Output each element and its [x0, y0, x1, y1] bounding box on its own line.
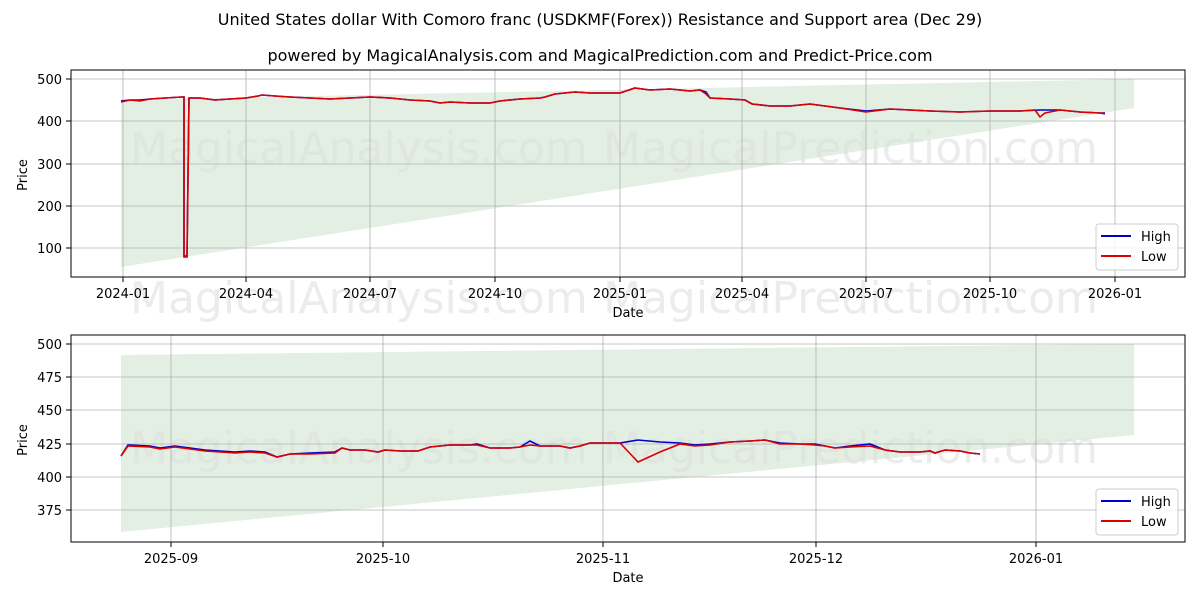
top-xtick: 2025-04	[715, 287, 769, 302]
legend-low: Low	[1141, 515, 1167, 530]
bottom-xtick: 2025-12	[789, 552, 843, 567]
bottom-axes-frame	[70, 334, 1186, 543]
top-ytick-100: 100	[37, 242, 62, 257]
top-xtick: 2026-01	[1088, 287, 1142, 302]
bottom-ytick-400: 400	[37, 471, 62, 486]
top-xtick: 2024-07	[343, 287, 397, 302]
bottom-ytick-475: 475	[37, 371, 62, 386]
top-ytick-300: 300	[37, 158, 62, 173]
top-ytick-400: 400	[37, 115, 62, 130]
legend-low: Low	[1141, 250, 1167, 265]
watermark-prediction-3: MagicalPrediction.com	[603, 423, 1098, 474]
bottom-y-axis-label: Price	[16, 424, 31, 456]
top-xtick: 2024-01	[96, 287, 150, 302]
top-y-ticks: 500 400 300 200 100	[37, 73, 71, 257]
top-xtick: 2024-04	[219, 287, 273, 302]
bottom-xtick: 2025-10	[356, 552, 410, 567]
top-grid	[71, 70, 1185, 277]
bottom-xtick: 2026-01	[1009, 552, 1063, 567]
bottom-xtick: 2025-09	[144, 552, 198, 567]
top-x-ticks: 2024-01 2024-04 2024-07 2024-10 2025-01 …	[96, 277, 1142, 302]
legend-high: High	[1141, 495, 1171, 510]
bottom-ytick-500: 500	[37, 338, 62, 353]
top-chart: MagicalAnalysis.com MagicalPrediction.co…	[16, 69, 1186, 324]
top-support-resistance-band	[121, 79, 1134, 267]
top-xtick: 2025-01	[593, 287, 647, 302]
bottom-support-resistance-band	[121, 344, 1134, 532]
bottom-xtick: 2025-11	[576, 552, 630, 567]
top-xtick: 2025-10	[963, 287, 1017, 302]
bottom-ytick-450: 450	[37, 404, 62, 419]
bottom-grid	[71, 335, 1185, 542]
chart-title: United States dollar With Comoro franc (…	[217, 10, 983, 29]
watermark-analysis-2: MagicalAnalysis.com	[130, 273, 588, 324]
bottom-x-ticks: 2025-09 2025-10 2025-11 2025-12 2026-01	[144, 542, 1063, 567]
watermark-prediction: MagicalPrediction.com	[603, 123, 1098, 174]
top-xtick: 2024-10	[468, 287, 522, 302]
watermark-analysis: MagicalAnalysis.com	[130, 123, 588, 174]
legend-high: High	[1141, 230, 1171, 245]
top-ytick-500: 500	[37, 73, 62, 88]
top-axes-frame	[70, 69, 1186, 278]
top-ytick-200: 200	[37, 200, 62, 215]
bottom-legend: High Low	[1095, 488, 1179, 536]
top-low-line	[120, 87, 1106, 258]
bottom-ytick-375: 375	[37, 504, 62, 519]
bottom-x-axis-label: Date	[612, 571, 643, 586]
top-legend: High Low	[1095, 223, 1179, 271]
top-x-axis-label: Date	[612, 306, 643, 321]
watermark-prediction-2: MagicalPrediction.com	[603, 273, 1098, 324]
chart-subtitle: powered by MagicalAnalysis.com and Magic…	[267, 46, 933, 65]
bottom-ytick-425: 425	[37, 438, 62, 453]
top-y-axis-label: Price	[16, 159, 31, 191]
bottom-y-ticks: 500 475 450 425 400 375	[37, 338, 71, 519]
top-xtick: 2025-07	[839, 287, 893, 302]
bottom-low-line	[120, 439, 981, 463]
bottom-chart: MagicalAnalysis.com MagicalPrediction.co…	[16, 334, 1186, 586]
